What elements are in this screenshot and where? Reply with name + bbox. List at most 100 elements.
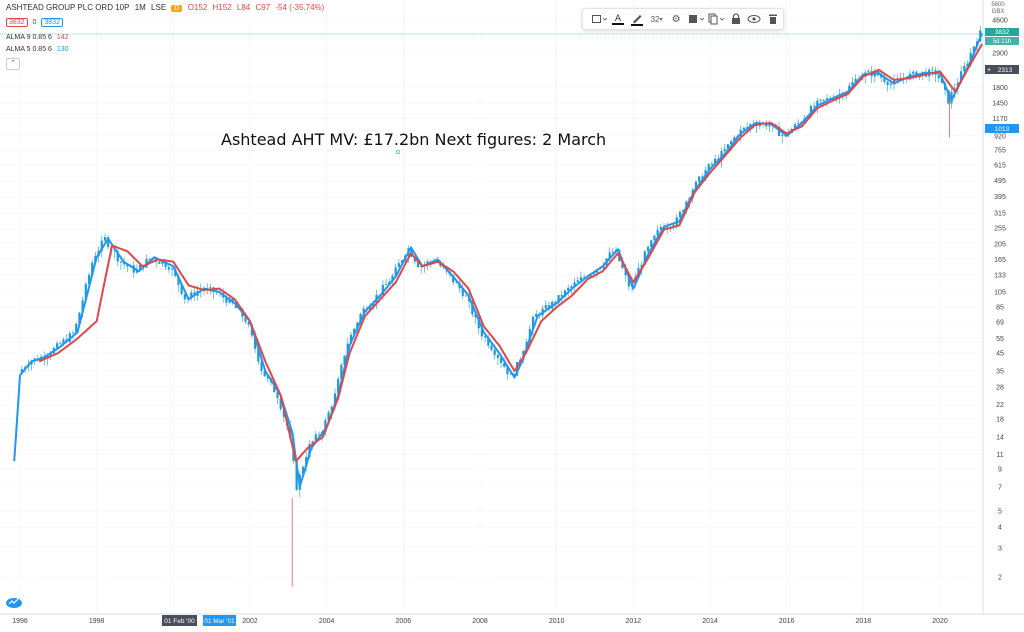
text-color-icon[interactable]: A [609,11,627,27]
candle-body [819,99,822,101]
candle-body [640,265,643,268]
price-tick-label: 133 [994,272,1006,279]
price-tick-label: 55 [996,336,1004,343]
candle-body [867,71,870,73]
candle-body [567,287,570,291]
candle-body [273,382,276,393]
alma-5-line[interactable] [13,32,984,488]
time-tick-label: 2002 [242,618,258,625]
gear-icon[interactable]: ⚙ [671,13,681,25]
candle-body [464,295,468,297]
lock-icon[interactable] [727,11,745,27]
clone-icon[interactable] [706,11,725,27]
candle-body [496,354,499,358]
indicator-alma-5[interactable]: ALMA 5 0.85 6 130 [6,46,69,53]
candle-body [394,267,397,276]
price-tick-label: 3 [998,545,1002,552]
symbol-title[interactable]: ASHTEAD GROUP PLC ORD 10P [6,3,130,12]
candle-body [733,137,736,142]
candle-body [420,266,423,268]
price-tick-label: 2900 [992,51,1008,58]
candle-body [643,251,646,266]
pen-icon[interactable] [628,11,646,27]
price-tick-label: 395 [994,194,1006,201]
font-size-select[interactable]: 32 ▾ [647,11,666,27]
candle-body [167,267,170,270]
interval-label[interactable]: 1M [134,3,146,12]
rectangle-icon[interactable] [589,11,608,27]
candle-body [333,393,337,407]
candle-body [707,164,710,171]
candle-body [314,434,317,442]
collapse-indicators-icon[interactable]: ⌃ [6,58,20,70]
price-tick-label: 315 [994,210,1006,217]
price-axis[interactable]: 4600290018001450117092075561549539531525… [985,2,1019,582]
candle-body [349,334,353,344]
candle-body [327,412,330,421]
price-tick-label: 255 [994,226,1006,233]
candle-body [656,229,659,236]
time-tick-label: 2014 [702,618,718,625]
crosshair-price-label: 2313 [998,67,1013,74]
candle-body [276,392,279,398]
candle-body [279,397,282,409]
time-tick-label: 1996 [12,618,28,625]
trash-icon[interactable] [764,11,782,27]
add-alert-icon[interactable]: + [987,67,991,74]
candle-body [947,89,950,104]
candle-body [311,441,314,445]
candle-body [972,46,975,53]
indicator-value: 142 [56,34,69,41]
candle-body [78,312,81,324]
candle-body [854,78,857,83]
candle-body [937,74,940,79]
candle-body [337,378,340,394]
candle-body [244,316,247,322]
candle-body [701,176,704,179]
candle-body [892,79,896,84]
bid-box[interactable]: 3832 [6,18,28,27]
candle-body [755,124,758,127]
candle-body [646,246,650,252]
candle-body [608,252,611,259]
candle-body [531,316,535,329]
candle-body [113,250,116,252]
candle-body [295,460,298,490]
chart-annotation[interactable]: Ashtead AHT MV: £17.2bn Next figures: 2 … [221,130,607,149]
candle-body [260,361,263,371]
candle-body [413,256,416,262]
time-tick-label: 1998 [89,618,105,625]
annotation-anchor[interactable] [395,149,401,155]
candle-body [714,158,717,164]
indicator-alma-9[interactable]: ALMA 9 0.85 6 142 [6,34,69,41]
candle-body [484,336,487,338]
candle-body [503,363,506,367]
crosshair-price-badge [985,65,1019,74]
candle-body [912,71,915,74]
price-axis-unit: 5800 [991,2,1005,8]
candle-body [822,99,825,101]
candle-body [653,235,656,241]
candle-body [123,262,126,265]
time-tick-label: 2018 [856,618,872,625]
time-axis[interactable]: 1996199820002002200420062008201020122014… [12,615,948,626]
eye-icon[interactable] [746,11,764,27]
template-icon[interactable] [686,11,705,27]
candle-body [87,274,91,285]
candle-body [330,406,333,413]
chevron-down-icon: ▾ [659,16,663,23]
candle-body [324,420,327,432]
alma-9-line[interactable] [38,43,984,463]
price-tick-label: 105 [994,289,1006,296]
candle-body [62,339,65,344]
price-tick-label: 18 [996,416,1004,423]
candle-body [71,332,75,334]
price-tick-label: 4 [998,525,1002,532]
candle-body [554,301,557,304]
price-tick-label: 7 [998,484,1002,491]
ask-box[interactable]: 3832 [41,18,63,27]
tradingview-logo-icon[interactable] [5,596,23,608]
candle-body [369,306,372,310]
candle-body [959,71,963,83]
